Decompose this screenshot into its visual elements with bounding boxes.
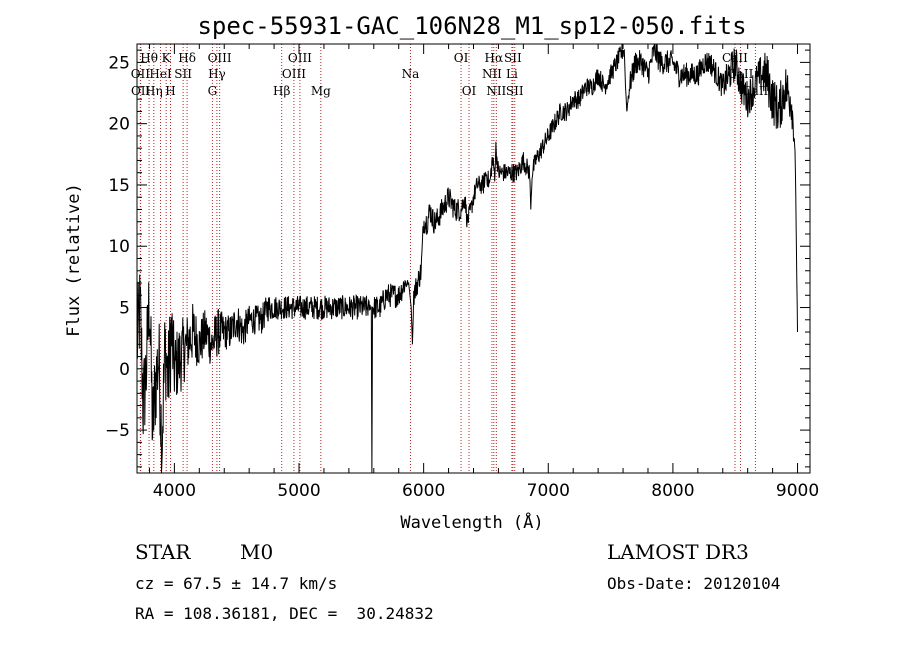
line-label-1: OII [131,67,151,81]
line-label-7: SII [174,67,192,81]
line-label-19: Hα [485,51,504,65]
y-tick-label: 0 [119,360,130,380]
line-label-15: Mg [311,84,331,98]
line-label-18: OI [462,84,477,98]
line-label-12: OIII [288,51,312,65]
line-label-6: Hδ [178,51,196,65]
y-tick-label: −5 [105,421,130,441]
x-tick-label: 9000 [776,481,819,501]
x-axis-ticks: 4000 5000 6000 7000 8000 9000 [148,44,819,501]
redshift-velocity: cz = 67.5 ± 14.7 km/s [135,574,338,593]
line-label-23: NII [486,84,506,98]
y-tick-label: 20 [108,115,130,135]
sky-coordinates: RA = 108.36181, DEC = 30.24832 [135,604,434,623]
y-tick-label: 25 [108,53,130,73]
x-axis-label: Wavelength (Å) [400,511,543,533]
line-label-11: G [208,84,218,98]
x-tick-label: 8000 [651,481,694,501]
line-label-21: NII [482,67,502,81]
line-label-5: Hη [145,84,163,98]
line-label-17: OI [454,51,469,65]
plot-frame [136,43,811,474]
y-tick-label: 15 [108,176,130,196]
line-label-8: H [165,84,175,98]
line-label-22: Li [506,67,518,81]
observation-date: Obs-Date: 20120104 [607,574,781,593]
y-tick-label: 5 [119,299,130,319]
line-label-16: Na [402,67,420,81]
survey-name: LAMOST DR3 [607,540,749,564]
object-class: STAR [135,540,191,564]
spectral-line-labels: Hθ OII OII K HeI Hη Hδ SII H OIII Hγ G OIII OIII Hβ Mg N… [131,51,769,98]
spectrum-line [136,43,798,474]
line-label-14: Hβ [273,84,290,98]
x-tick-label: 5000 [277,481,320,501]
line-label-20: SII [504,51,522,65]
y-axis-ticks: −5 0 5 10 15 20 25 [105,49,810,468]
x-tick-label: 7000 [527,481,570,501]
line-label-25: CaII [722,51,748,65]
spectral-line-markers [139,44,756,473]
spectrum-trace [136,43,798,474]
line-label-0: Hθ [140,51,158,65]
line-label-4: HeI [149,67,172,81]
object-subclass: M0 [240,540,274,564]
x-tick-label: 4000 [153,481,196,501]
line-label-27: CaII [742,84,768,98]
line-label-2: OII [131,84,151,98]
line-label-26: CaII [728,67,754,81]
line-label-10: Hγ [208,67,226,81]
line-label-13: OIII [282,67,306,81]
line-label-24: SII [506,84,524,98]
line-label-9: OIII [208,51,232,65]
x-tick-label: 6000 [402,481,445,501]
y-axis-label: Flux (relative) [64,183,84,337]
line-label-3: K [162,51,172,65]
chart-title: spec-55931-GAC_106N28_M1_sp12-050.fits [197,12,746,40]
y-tick-label: 10 [108,237,130,257]
spectrum-chart: spec-55931-GAC_106N28_M1_sp12-050.fits 4… [64,12,819,533]
